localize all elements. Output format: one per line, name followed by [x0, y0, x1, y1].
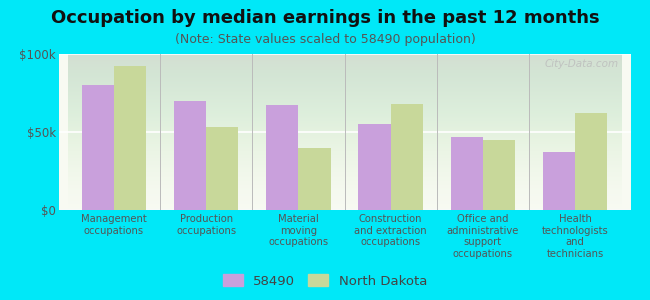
Text: (Note: State values scaled to 58490 population): (Note: State values scaled to 58490 popu…: [175, 33, 475, 46]
Bar: [298, 148, 331, 210]
Bar: [358, 124, 391, 210]
Bar: [391, 104, 423, 210]
Bar: [174, 101, 206, 210]
Legend: 58490, North Dakota: 58490, North Dakota: [220, 272, 430, 290]
Bar: [450, 137, 483, 210]
Bar: [483, 140, 515, 210]
Bar: [81, 85, 114, 210]
Bar: [114, 67, 146, 210]
Bar: [575, 113, 608, 210]
Bar: [206, 127, 239, 210]
Bar: [543, 152, 575, 210]
Text: City-Data.com: City-Data.com: [545, 59, 619, 69]
Bar: [266, 106, 298, 210]
Text: Occupation by median earnings in the past 12 months: Occupation by median earnings in the pas…: [51, 9, 599, 27]
